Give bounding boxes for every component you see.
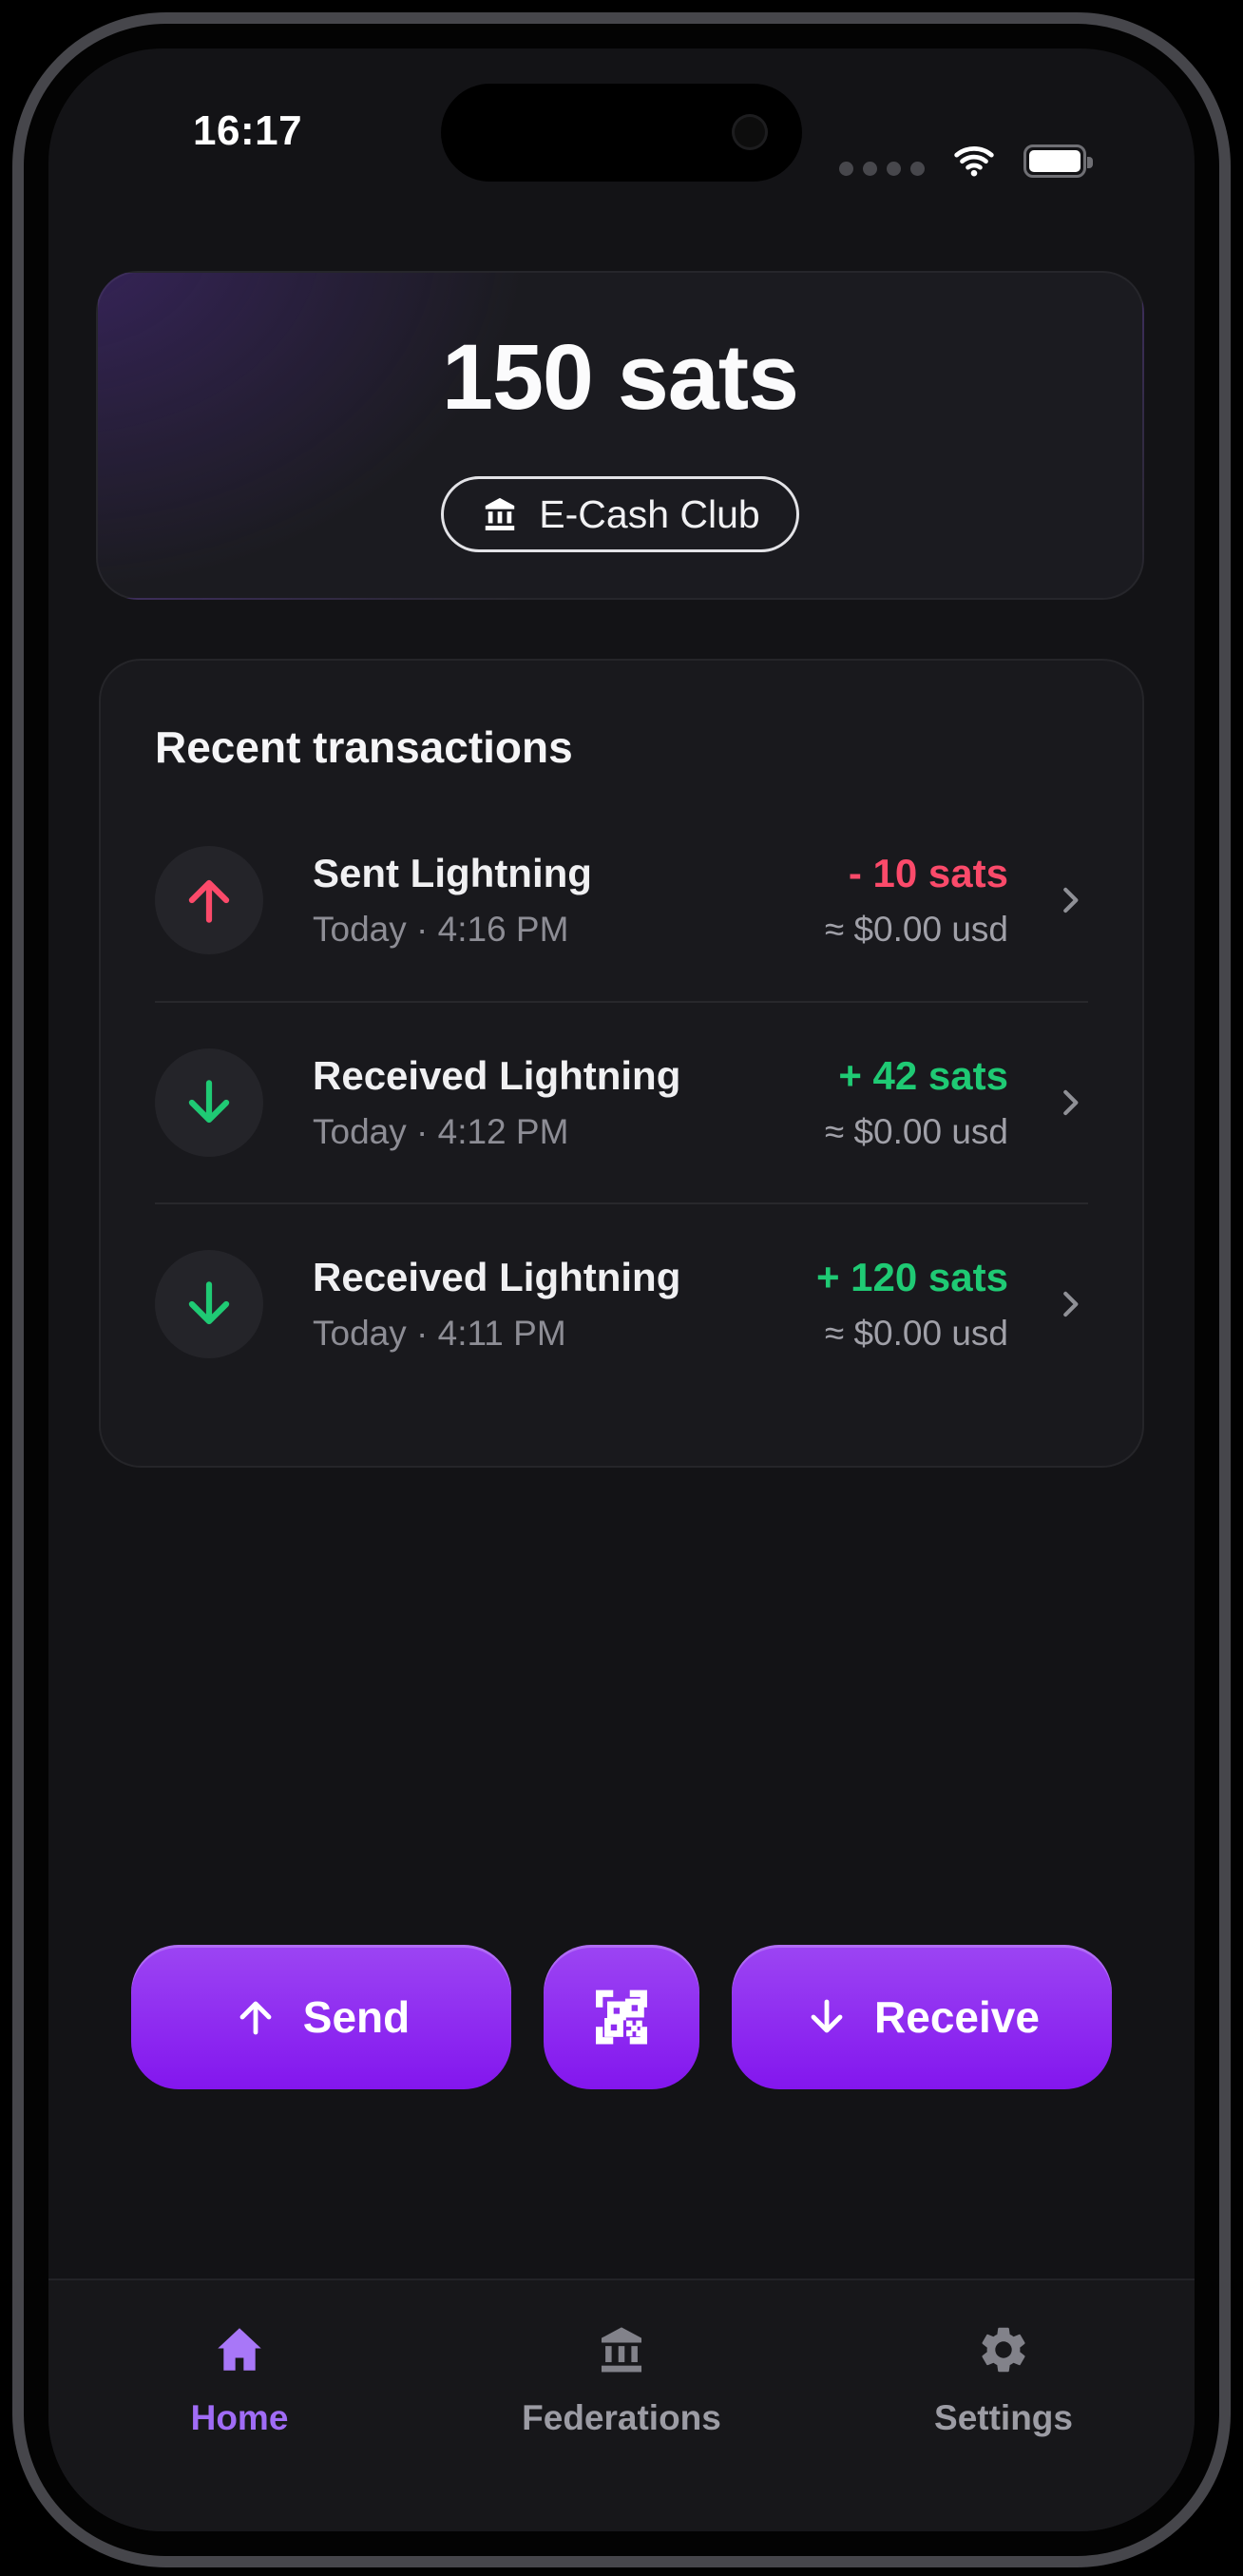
app-screen: 16:17 150 sats E-Cash Club Recent transa… bbox=[48, 48, 1195, 2531]
federation-name: E-Cash Club bbox=[539, 491, 760, 536]
transaction-timestamp: Today · 4:11 PM bbox=[313, 1314, 566, 1353]
balance-card: 150 sats E-Cash Club bbox=[96, 271, 1144, 600]
gear-icon bbox=[976, 2322, 1031, 2377]
chevron-right-icon bbox=[1052, 1085, 1088, 1121]
receive-button[interactable]: Receive bbox=[732, 1945, 1112, 2089]
home-icon bbox=[212, 2322, 267, 2377]
cellular-dots-icon bbox=[839, 161, 925, 176]
nav-label: Home bbox=[190, 2398, 289, 2437]
transaction-amount: - 10 sats bbox=[848, 851, 1008, 895]
bottom-nav: Home Federations Settings bbox=[48, 2278, 1195, 2531]
camera-icon bbox=[732, 114, 768, 150]
recent-transactions-card: Recent transactions Sent Lightning Today… bbox=[99, 659, 1144, 1468]
balance-amount: 150 sats bbox=[442, 325, 799, 429]
send-button[interactable]: Send bbox=[131, 1945, 511, 2089]
action-buttons-row: Send Receive bbox=[131, 1945, 1112, 2089]
status-bar: 16:17 bbox=[48, 48, 1195, 239]
transaction-timestamp: Today · 4:12 PM bbox=[313, 1112, 569, 1151]
transaction-timestamp: Today · 4:16 PM bbox=[313, 910, 569, 949]
transaction-amount: + 42 sats bbox=[838, 1053, 1008, 1098]
nav-item-home[interactable]: Home bbox=[48, 2322, 430, 2531]
transaction-fiat: ≈ $0.00 usd bbox=[824, 1112, 1008, 1151]
nav-item-federations[interactable]: Federations bbox=[430, 2322, 813, 2531]
transaction-row[interactable]: Sent Lightning Today · 4:16 PM - 10 sats… bbox=[155, 799, 1088, 1001]
qr-scan-icon bbox=[588, 1984, 655, 2050]
bank-icon bbox=[480, 494, 520, 534]
federation-selector-button[interactable]: E-Cash Club bbox=[441, 476, 799, 552]
transaction-fiat: ≈ $0.00 usd bbox=[824, 1314, 1008, 1353]
transaction-fiat: ≈ $0.00 usd bbox=[824, 910, 1008, 949]
scan-qr-button[interactable] bbox=[544, 1945, 699, 2089]
wifi-icon bbox=[947, 140, 1001, 182]
transaction-amount: + 120 sats bbox=[815, 1255, 1008, 1299]
phone-frame: 16:17 150 sats E-Cash Club Recent transa… bbox=[12, 12, 1231, 2567]
nav-label: Settings bbox=[934, 2398, 1073, 2437]
receive-button-label: Receive bbox=[874, 1992, 1040, 2042]
send-button-label: Send bbox=[302, 1992, 411, 2042]
status-time: 16:17 bbox=[193, 107, 303, 154]
transaction-row[interactable]: Received Lightning Today · 4:12 PM + 42 … bbox=[155, 1001, 1088, 1202]
nav-item-settings[interactable]: Settings bbox=[813, 2322, 1195, 2531]
arrow-up-icon bbox=[233, 1994, 278, 2040]
bank-icon bbox=[594, 2322, 649, 2377]
transactions-title: Recent transactions bbox=[155, 722, 573, 772]
chevron-right-icon bbox=[1052, 882, 1088, 918]
battery-icon bbox=[1023, 144, 1093, 178]
nav-label: Federations bbox=[522, 2398, 721, 2437]
transaction-title: Received Lightning bbox=[313, 1053, 681, 1098]
status-icons bbox=[839, 140, 1093, 182]
arrow-up-icon bbox=[155, 846, 263, 954]
transaction-title: Sent Lightning bbox=[313, 851, 592, 895]
arrow-down-icon bbox=[155, 1250, 263, 1358]
arrow-down-icon bbox=[804, 1994, 850, 2040]
dynamic-island bbox=[441, 84, 802, 182]
arrow-down-icon bbox=[155, 1048, 263, 1157]
transaction-row[interactable]: Received Lightning Today · 4:11 PM + 120… bbox=[155, 1202, 1088, 1404]
transaction-title: Received Lightning bbox=[313, 1255, 681, 1299]
chevron-right-icon bbox=[1052, 1286, 1088, 1322]
